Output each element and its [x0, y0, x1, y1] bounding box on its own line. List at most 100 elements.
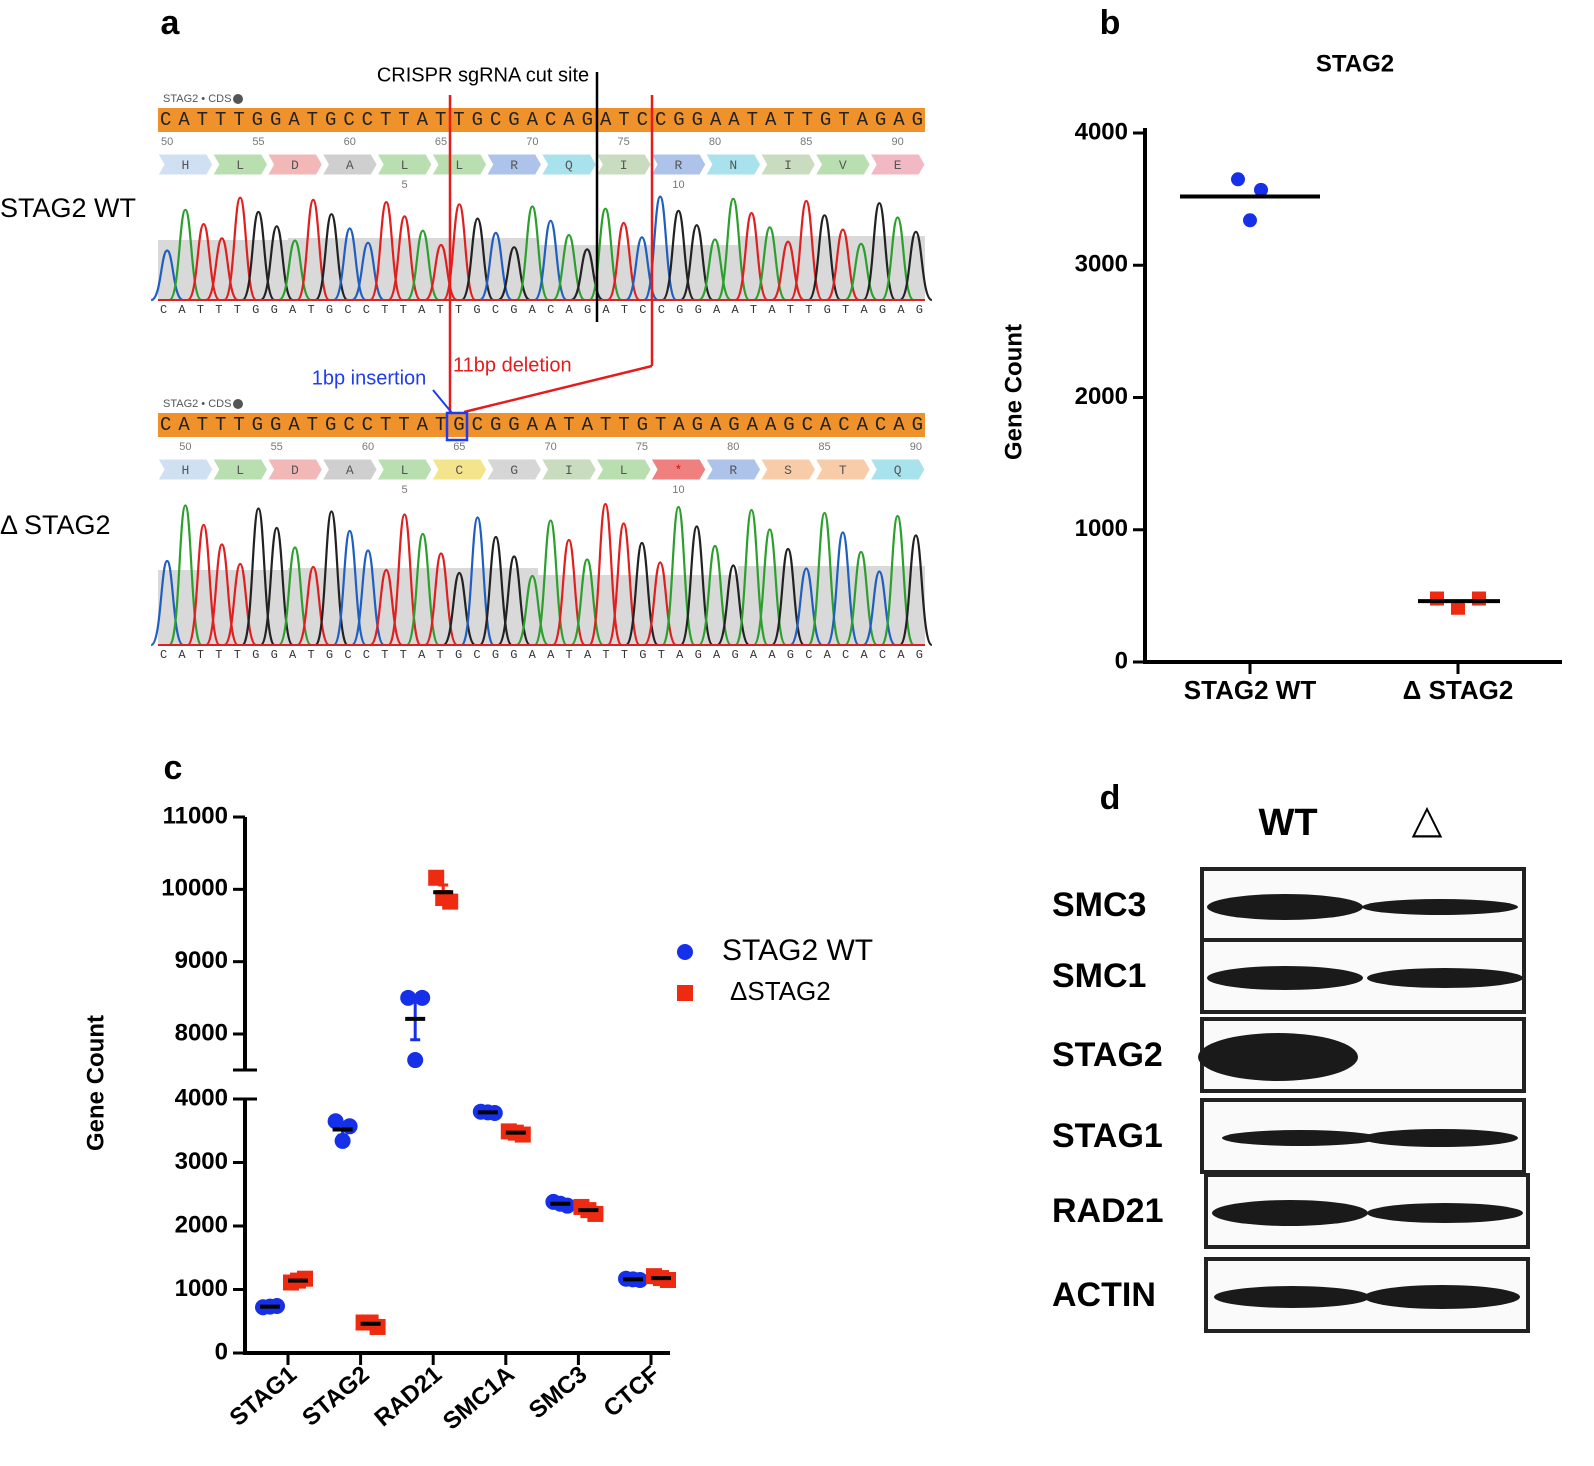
trace-peak [278, 239, 312, 302]
trace-peak [150, 559, 185, 647]
y-tick-label: 8000 [175, 1019, 228, 1046]
amino-acid-label: L [401, 158, 409, 173]
amino-acid-label: E [894, 158, 902, 173]
amino-acid-label: S [784, 463, 792, 478]
y-tick-label: 1000 [175, 1275, 228, 1302]
data-point [1472, 591, 1486, 606]
amino-acid [485, 153, 543, 176]
amino-acid-label: I [565, 463, 573, 478]
position-label: 65 [453, 441, 465, 453]
amino-acid-label: * [675, 463, 683, 478]
data-point [414, 989, 431, 1006]
amino-acid-label: Q [894, 463, 902, 478]
panel-label: a [161, 4, 181, 42]
amino-acid [869, 458, 926, 481]
band [1207, 894, 1363, 920]
amino-acid [595, 458, 652, 481]
amino-acid [157, 458, 214, 481]
position-label: 80 [709, 136, 721, 148]
protein-label: STAG2 [1052, 1036, 1163, 1074]
amino-acid [704, 458, 762, 481]
codon-number: 5 [401, 179, 407, 191]
amino-acid [595, 153, 652, 176]
feature-label: STAG2 • CDS [163, 398, 231, 410]
position-label: 70 [545, 441, 557, 453]
trace-peak [844, 242, 878, 302]
amino-acid [211, 153, 269, 176]
trace-peak [223, 562, 258, 647]
feature-label: STAG2 • CDS [163, 93, 231, 105]
trace-peak [771, 240, 805, 302]
amino-acid [211, 458, 269, 481]
amino-acid [157, 153, 214, 176]
amino-acid [869, 153, 926, 176]
data-point [1430, 591, 1444, 606]
amino-acid [431, 458, 488, 481]
amino-acid [485, 458, 543, 481]
sample-label: Δ STAG2 [0, 510, 111, 540]
trace-peak [862, 570, 897, 647]
position-label: 65 [435, 136, 447, 148]
y-tick-label: 3000 [175, 1148, 228, 1175]
codon-number: 10 [672, 484, 684, 496]
deletion-line [463, 364, 653, 414]
panel-label: b [1100, 4, 1121, 42]
legend-label: ΔSTAG2 [730, 976, 831, 1006]
amino-acid-label: N [729, 158, 737, 173]
amino-acid [431, 153, 488, 176]
amino-acid-label: D [291, 158, 299, 173]
amino-acid-label: G [510, 463, 518, 478]
y-tick-label: 9000 [175, 947, 228, 974]
amino-acid-label: H [181, 158, 189, 173]
amino-acid [814, 458, 871, 481]
y-tick-label: 10000 [161, 875, 228, 902]
band [1198, 1033, 1358, 1081]
y-tick-label: 2000 [1075, 383, 1128, 410]
y-tick-label: 2000 [175, 1211, 228, 1238]
trace-peak [899, 230, 933, 302]
data-point [677, 985, 693, 1001]
codon-number: 5 [401, 484, 407, 496]
trace-peak [643, 561, 678, 647]
y-tick-label: 0 [1115, 647, 1128, 674]
y-tick-label: 3000 [1075, 251, 1128, 278]
data-point [677, 944, 693, 960]
position-label: 60 [344, 136, 356, 148]
trace-peak [296, 565, 331, 647]
trace-peak [716, 564, 751, 647]
feature-icon [233, 399, 243, 409]
x-tick-label: Δ STAG2 [1403, 675, 1514, 705]
position-label: 55 [252, 136, 264, 148]
panel-label: d [1100, 779, 1121, 817]
amino-acid-label: L [236, 463, 244, 478]
x-tick-label: STAG2 WT [1184, 675, 1317, 705]
band [1367, 1203, 1523, 1223]
panel-label: c [164, 749, 183, 787]
feature-icon [233, 94, 243, 104]
insertion-box [445, 411, 469, 442]
amino-acid [704, 153, 762, 176]
annotation-layer: CRISPR sgRNA cut site 11bp deletion 1bp … [312, 64, 654, 442]
y-axis-label: Gene Count [1000, 324, 1027, 460]
y-tick-label: 11000 [163, 802, 228, 829]
protein-label: SMC1 [1052, 957, 1146, 995]
band [1212, 1200, 1368, 1226]
amino-acid [376, 153, 433, 176]
amino-acid-label: V [839, 158, 847, 173]
legend-label: STAG2 WT [722, 934, 873, 967]
amino-acid-label: Q [565, 158, 573, 173]
amino-acid-label: L [236, 158, 244, 173]
panel-b: STAG2 Gene Count 0 1000 2000 3000 4000 STAG2 … [1000, 50, 1562, 705]
amino-acid [321, 153, 378, 176]
position-label: 85 [800, 136, 812, 148]
amino-acid-label: H [181, 463, 189, 478]
lane-label: △ [1412, 798, 1443, 842]
amino-acid [540, 458, 597, 481]
amino-acid [650, 458, 707, 481]
amino-acid-label: I [620, 158, 628, 173]
amino-acid [759, 153, 817, 176]
